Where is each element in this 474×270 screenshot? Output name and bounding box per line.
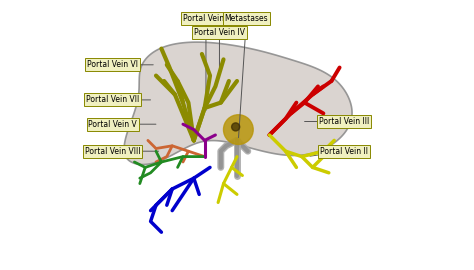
Text: Portal Vein VII: Portal Vein VII [86,95,139,104]
Text: Portal Vein II: Portal Vein II [319,147,368,156]
Text: Metastases: Metastases [225,14,268,23]
Circle shape [224,115,253,144]
Circle shape [232,123,240,131]
Text: Portal Vein IV: Portal Vein IV [194,28,245,37]
Text: Portal Vein I: Portal Vein I [183,14,229,23]
Text: Portal Vein III: Portal Vein III [319,117,369,126]
Polygon shape [124,42,352,164]
Text: Portal Vein VIII: Portal Vein VIII [85,147,141,156]
Text: Portal Vein VI: Portal Vein VI [87,60,138,69]
Text: Portal Vein V: Portal Vein V [89,120,137,129]
